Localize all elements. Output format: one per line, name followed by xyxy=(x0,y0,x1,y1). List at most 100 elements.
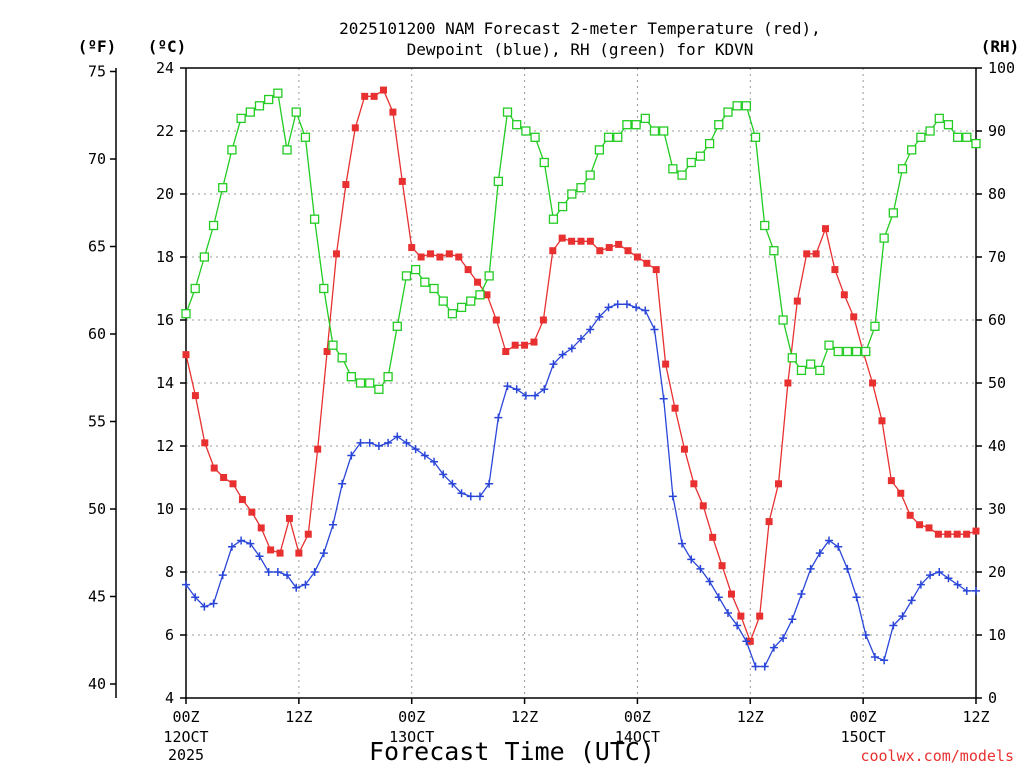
dewpoint-point xyxy=(779,634,788,643)
dewpoint-point xyxy=(668,492,677,501)
rh-tick-label: 30 xyxy=(988,500,1006,518)
temperature-point xyxy=(972,527,980,535)
dewpoint-point xyxy=(944,574,953,583)
x-axis-label: Forecast Time (UTC) xyxy=(369,737,655,766)
temperature-point xyxy=(916,521,924,529)
temperature-point xyxy=(285,514,293,522)
temperature-point xyxy=(633,253,641,261)
rh-point xyxy=(466,296,476,306)
temperature-point xyxy=(963,530,971,538)
celsius-tick-label: 4 xyxy=(165,689,174,707)
rh-tick-label: 100 xyxy=(988,59,1015,77)
rh-point xyxy=(594,145,605,155)
rh-point xyxy=(227,145,237,155)
dewpoint-point xyxy=(806,564,815,573)
x-date-label: 14OCT xyxy=(615,728,660,746)
data-series xyxy=(181,86,981,671)
rh-point xyxy=(429,283,439,294)
rh-point xyxy=(833,346,843,357)
rh-point xyxy=(355,378,366,388)
rh-point xyxy=(925,126,935,136)
temperature-point xyxy=(709,533,717,541)
dewpoint-point xyxy=(191,593,200,602)
dewpoint-point xyxy=(861,631,870,639)
rh-tick-label: 70 xyxy=(988,248,1006,266)
rh-point xyxy=(264,94,274,105)
temperature-point xyxy=(483,291,491,299)
dewpoint-point xyxy=(356,438,365,447)
fahrenheit-tick-label: 55 xyxy=(88,413,106,431)
temperature-point xyxy=(586,237,594,245)
temperature-point xyxy=(549,247,557,255)
temperature-point xyxy=(267,546,275,554)
dewpoint-point xyxy=(972,586,980,595)
temperature-point xyxy=(257,524,265,532)
fahrenheit-tick-label: 75 xyxy=(88,63,106,81)
dewpoint-point xyxy=(723,608,732,617)
rh-point xyxy=(962,132,972,142)
dewpoint-point xyxy=(751,662,760,671)
dewpoint-point xyxy=(227,542,236,551)
dewpoint-point xyxy=(521,391,530,400)
rh-point xyxy=(273,88,283,98)
rh-point xyxy=(585,170,595,180)
rh-point xyxy=(208,220,219,231)
rh-point xyxy=(870,321,880,331)
dewpoint-point xyxy=(402,438,411,447)
rh-tick-label: 0 xyxy=(988,689,997,707)
temperature-point xyxy=(615,240,623,248)
rh-point xyxy=(521,126,531,136)
dewpoint-point xyxy=(237,536,246,545)
dewpoint-point xyxy=(301,580,310,589)
rh-point xyxy=(879,233,889,243)
temperature-point xyxy=(248,508,256,516)
dewpoint-point xyxy=(374,442,383,450)
dewpoint-point xyxy=(604,303,613,312)
rh-point xyxy=(732,101,742,111)
temperature-point xyxy=(323,348,331,355)
temperature-point xyxy=(793,297,801,305)
celsius-tick-label: 16 xyxy=(156,311,174,329)
temperature-point xyxy=(445,250,453,258)
dewpoint-point xyxy=(613,300,622,309)
dewpoint-point xyxy=(365,438,374,447)
celsius-tick-label: 20 xyxy=(156,185,174,203)
tick-labels: 4 6 8 10 12 14 16 18 20 22 24 40 45 50 55 60 65 70 75 0 10 20… xyxy=(88,59,1015,764)
x-tick-label: 12Z xyxy=(962,708,989,726)
dewpoint-point xyxy=(430,457,439,466)
dewpoint-point xyxy=(650,325,659,334)
axes xyxy=(110,67,982,704)
temperature-point xyxy=(822,225,830,233)
dewpoint-point xyxy=(696,564,705,573)
temperature-point xyxy=(718,562,726,570)
rh-point xyxy=(493,176,503,187)
temperature-point xyxy=(577,237,585,245)
rh-point xyxy=(796,365,807,376)
rh-point xyxy=(815,365,825,376)
dewpoint-point xyxy=(558,350,567,359)
temperature-point xyxy=(229,480,237,488)
temperature-point xyxy=(953,530,961,538)
rh-point xyxy=(447,309,458,319)
rh-point xyxy=(649,126,660,136)
rh-point xyxy=(328,340,338,350)
rh-point xyxy=(456,302,467,313)
dewpoint-point xyxy=(448,479,457,488)
rh-point xyxy=(952,132,963,142)
dewpoint-point xyxy=(200,602,209,611)
fahrenheit-unit-label: (ºF) xyxy=(78,37,117,56)
dewpoint-point xyxy=(411,445,420,454)
temperature-point xyxy=(662,360,670,368)
temperature-point xyxy=(370,92,378,100)
temperature-point xyxy=(878,417,886,425)
rh-point xyxy=(181,309,191,319)
x-tick-label: 00Z xyxy=(398,708,425,726)
rh-point xyxy=(769,246,779,256)
dewpoint-point xyxy=(870,653,879,662)
temperature-point xyxy=(210,464,218,472)
temperature-point xyxy=(502,348,510,355)
temperature-point xyxy=(690,480,698,488)
dewpoint-point xyxy=(935,568,944,576)
rh-point xyxy=(760,220,770,231)
dewpoint-point xyxy=(641,306,650,315)
